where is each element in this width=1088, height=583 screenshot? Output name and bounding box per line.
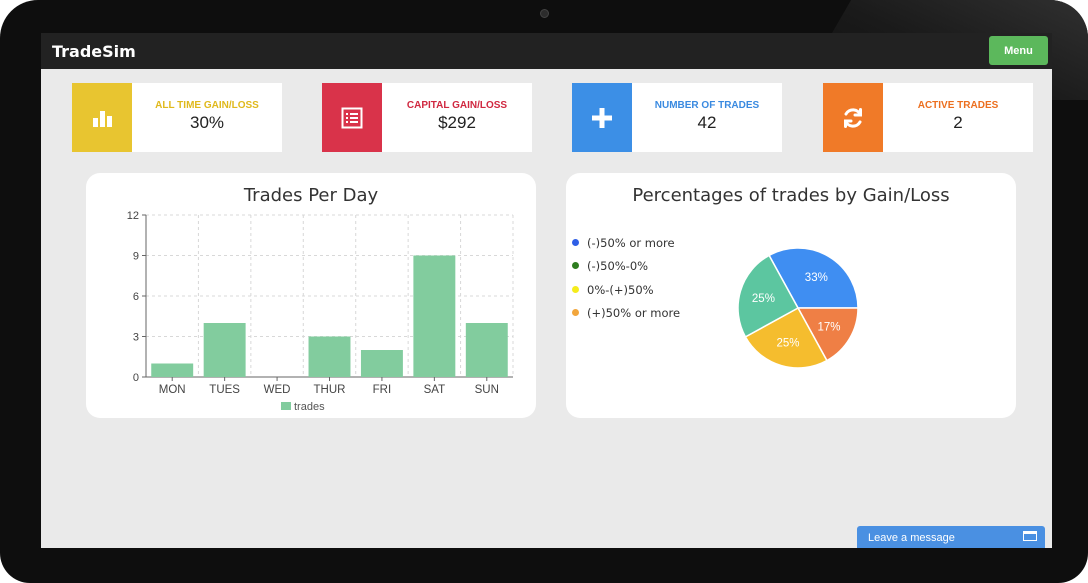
legend-dot-icon (572, 309, 579, 316)
bar-chart: 0 3 6 9 12 MON TUES WED THUR FRI SAT SUN trades (127, 210, 514, 413)
bar-sat (413, 255, 456, 377)
x-tick-label: FRI (373, 384, 392, 396)
stat-value: 2 (953, 113, 963, 132)
legend-label: (-)50% or more (587, 236, 675, 250)
x-tick-label: TUES (209, 384, 240, 396)
pie-legend-item: (-)50%-0% (572, 259, 648, 273)
trades-per-day-panel: Trades Per Day 0 3 6 9 12 MON TUES WED THUR FRI SA… (86, 173, 536, 418)
legend-label: 0%-(+)50% (587, 283, 654, 297)
gain-loss-pie-panel: Percentages of trades by Gain/Loss (-)50… (566, 173, 1016, 418)
stat-value: $292 (438, 113, 476, 132)
stat-card-capital-gain: CAPITAL GAIN/LOSS $292 (322, 83, 532, 152)
pie-chart: 33% 17% 25% 25% (737, 247, 859, 369)
stat-card-number-of-trades: NUMBER OF TRADES 42 (572, 83, 782, 152)
legend-label: trades (294, 401, 325, 413)
legend-swatch (281, 402, 291, 410)
bar-mon (151, 363, 194, 377)
pie-legend-item: (+)50% or more (572, 306, 680, 320)
x-tick-label: SUN (475, 384, 499, 396)
y-tick-label: 0 (133, 372, 139, 384)
bar-tues (203, 323, 246, 377)
menu-button[interactable]: Menu (989, 36, 1048, 65)
pie-slice (744, 306, 828, 369)
pie-slice-label: 17% (817, 321, 840, 333)
pie-slice-label: 25% (776, 338, 799, 350)
x-tick-label: WED (264, 384, 291, 396)
y-tick-label: 12 (127, 210, 139, 222)
legend-label: (+)50% or more (587, 306, 681, 320)
y-tick-label: 6 (133, 291, 139, 303)
pie-legend-item: 0%-(+)50% (572, 283, 654, 297)
pie-legend-item: (-)50% or more (572, 236, 675, 250)
chat-label: Leave a message (868, 532, 955, 544)
bar-chart-icon (72, 83, 132, 152)
app-screen: TradeSim Menu ALL TIME GAIN/LOSS 30% (41, 33, 1052, 548)
stat-card-all-time-gain: ALL TIME GAIN/LOSS 30% (72, 83, 282, 152)
brand-logo[interactable]: TradeSim (52, 42, 136, 61)
stat-label: CAPITAL GAIN/LOSS (406, 100, 508, 111)
x-tick-label: THUR (314, 384, 346, 396)
chat-window-icon (1023, 531, 1037, 541)
stat-label: ACTIVE TRADES (917, 100, 999, 111)
pie-slice (768, 247, 859, 309)
pie-slice (796, 307, 859, 362)
list-icon (322, 83, 382, 152)
stat-label: ALL TIME GAIN/LOSS (155, 100, 259, 111)
y-tick-label: 3 (133, 332, 139, 344)
stat-value: 30% (189, 113, 225, 132)
top-navbar: TradeSim Menu (41, 33, 1052, 69)
bar-thur (308, 336, 351, 377)
chart-title: Percentages of trades by Gain/Loss (632, 185, 950, 206)
stat-label: NUMBER OF TRADES (654, 100, 760, 111)
legend-dot-icon (572, 262, 579, 269)
legend-label: (-)50%-0% (587, 259, 649, 273)
pie-slice (737, 254, 800, 338)
stat-card-active-trades: ACTIVE TRADES 2 (823, 83, 1033, 152)
plus-icon (572, 83, 632, 152)
chart-title: Trades Per Day (243, 185, 379, 206)
y-tick-label: 9 (133, 251, 139, 263)
refresh-icon (823, 83, 883, 152)
stat-value: 42 (697, 113, 717, 132)
pie-slice-label: 33% (805, 272, 828, 284)
x-tick-label: MON (159, 384, 186, 396)
bar-sun (465, 323, 508, 377)
legend-dot-icon (572, 239, 579, 246)
legend-dot-icon (572, 286, 579, 293)
pie-slice-label: 25% (752, 293, 775, 305)
x-tick-label: SAT (424, 384, 446, 396)
leave-message-button[interactable]: Leave a message (857, 526, 1045, 548)
bar-fri (360, 350, 403, 377)
camera-icon (540, 9, 549, 18)
